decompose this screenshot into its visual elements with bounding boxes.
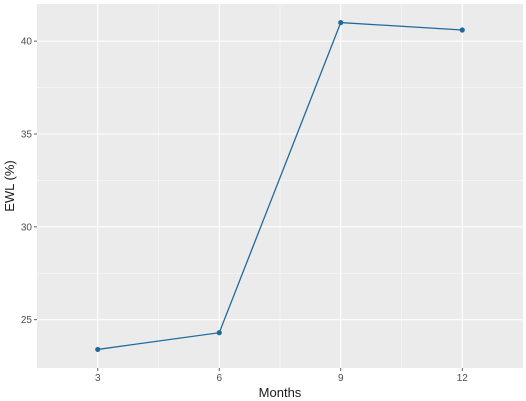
minor-gridlines [37, 4, 523, 368]
x-tick-label: 9 [338, 373, 344, 384]
x-tick-label: 12 [457, 373, 469, 384]
axis-ticks [34, 40, 463, 371]
y-tick-label: 25 [21, 315, 33, 326]
tick-labels: 25 30 35 40 3 6 9 12 [21, 37, 468, 384]
series-line [97, 21, 463, 351]
x-axis-title: Months [259, 385, 302, 400]
y-tick-label: 30 [21, 222, 33, 233]
data-point [459, 27, 465, 33]
series-layer [95, 19, 465, 353]
x-tick-label: 3 [95, 373, 101, 384]
data-point [338, 19, 344, 26]
data-point [216, 330, 222, 336]
y-axis-title: EWL (%) [2, 160, 17, 212]
y-tick-label: 35 [21, 130, 33, 141]
x-tick-label: 6 [216, 373, 222, 384]
y-tick-label: 40 [21, 37, 33, 48]
major-gridlines [37, 4, 523, 368]
data-point [95, 346, 101, 353]
